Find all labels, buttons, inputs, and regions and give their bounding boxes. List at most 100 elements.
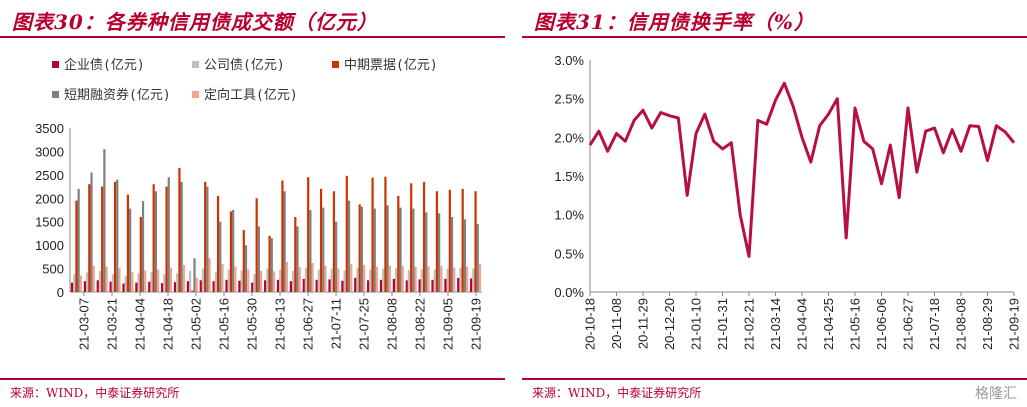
- bar-3-32: [474, 191, 477, 292]
- bar-3-28: [422, 181, 426, 292]
- bar-3-11: [204, 181, 207, 292]
- x-tick-label: 20-12-20: [662, 298, 677, 350]
- bar-1-21: [328, 279, 331, 292]
- x-tick-label: 21-07-25: [357, 298, 372, 350]
- bar-1-5: [122, 283, 125, 292]
- bar-2-26: [394, 268, 398, 292]
- bar-2-1: [73, 274, 76, 292]
- x-tick-label: 21-01-10: [689, 298, 704, 350]
- watermark-logo: 格隆汇: [975, 385, 1017, 401]
- bar-5-15: [260, 270, 263, 292]
- x-tick-label: 21-04-04: [133, 298, 148, 350]
- bar-2-19: [304, 267, 308, 292]
- bar-4-12: [219, 221, 222, 292]
- legend-swatch-2: [192, 61, 199, 68]
- x-tick-label: 21-05-02: [189, 298, 204, 350]
- bar-2-5: [124, 275, 127, 292]
- bar-3-1: [75, 200, 78, 292]
- bar-3-3: [101, 186, 104, 292]
- bar-5-21: [337, 268, 340, 292]
- bar-3-17: [281, 180, 284, 292]
- x-tick-label: 21-05-16: [848, 298, 863, 350]
- bar-3-20: [319, 188, 323, 292]
- x-tick-label: 21-08-29: [980, 298, 995, 350]
- bar-1-17: [276, 279, 280, 292]
- legend-label-3: 中期票据(亿元): [344, 58, 438, 73]
- bar-3-19: [307, 177, 310, 292]
- bar-2-16: [266, 268, 269, 292]
- bar-3-29: [435, 191, 439, 292]
- y-tick-label: 3.0%: [554, 53, 584, 68]
- y-tick-label: 0: [57, 285, 64, 300]
- bar-4-19: [309, 210, 312, 292]
- bar-1-12: [212, 281, 215, 292]
- bar-4-4: [116, 179, 119, 292]
- bar-1-28: [418, 279, 421, 292]
- bar-5-10: [195, 277, 198, 292]
- bar-2-23: [356, 267, 359, 292]
- x-tick-label: 21-06-06: [874, 298, 889, 350]
- bar-1-4: [109, 281, 112, 292]
- bar-1-26: [392, 278, 395, 292]
- bar-2-27: [407, 269, 411, 292]
- bar-2-2: [85, 272, 89, 292]
- bar-4-11: [206, 186, 209, 292]
- bar-3-9: [178, 167, 181, 292]
- bar-2-3: [98, 270, 102, 292]
- bar-1-18: [289, 281, 292, 292]
- bar-2-30: [446, 268, 449, 292]
- x-tick-label: 21-09-05: [441, 298, 456, 350]
- bar-4-13: [232, 210, 235, 292]
- x-tick-label: 21-06-27: [901, 298, 916, 350]
- bar-4-27: [412, 208, 415, 292]
- bar-5-24: [375, 266, 379, 292]
- bar-3-7: [152, 184, 155, 292]
- left-chart-panel: 图表30：各券种信用债成交额（亿元） 企业债(亿元) 公司债(亿元) 中期票据(亿元…: [0, 0, 505, 407]
- bar-2-4: [111, 274, 114, 292]
- bar-1-22: [341, 280, 344, 292]
- bar-1-30: [444, 278, 447, 292]
- bar-3-27: [410, 183, 413, 292]
- bar-1-13: [225, 279, 228, 292]
- bar-4-32: [476, 224, 479, 292]
- bar-3-26: [397, 195, 400, 292]
- bar-2-10: [188, 270, 192, 292]
- bar-2-7: [150, 272, 153, 292]
- x-tick-label: 20-10-18: [583, 298, 598, 350]
- bar-4-9: [180, 181, 183, 292]
- bar-3-14: [242, 230, 245, 292]
- bar-2-6: [137, 273, 140, 292]
- bar-5-28: [427, 266, 430, 292]
- bar-3-10: [191, 290, 194, 292]
- bar-1-15: [251, 282, 254, 292]
- right-chart-panel: 图表31：信用债换手率（%） 0.0% 0.5% 1.0% 1.5% 2.0% 2.5% 3…: [522, 0, 1027, 407]
- bar-3-2: [88, 184, 91, 292]
- left-chart-title: 图表30：各券种信用债成交额（亿元）: [12, 10, 378, 34]
- bar-3-6: [139, 217, 142, 292]
- bar-5-14: [247, 269, 250, 292]
- x-tick-label: 21-05-16: [217, 298, 232, 350]
- bar-1-19: [302, 278, 305, 292]
- bar-4-16: [270, 238, 273, 292]
- bar-2-32: [472, 268, 475, 292]
- bar-4-28: [425, 212, 428, 292]
- x-tick-label: 21-03-07: [77, 298, 92, 350]
- bar-2-29: [433, 269, 436, 292]
- legend-swatch-1: [52, 61, 59, 68]
- bar-4-25: [386, 205, 389, 292]
- bar-2-15: [253, 274, 256, 292]
- right-chart-title: 图表31：信用债换手率（%）: [534, 10, 815, 34]
- bar-4-22: [347, 200, 351, 292]
- bar-5-22: [350, 263, 353, 292]
- x-tick-label: 21-04-18: [161, 298, 176, 350]
- y-tick-label: 0.5%: [554, 246, 584, 261]
- bar-4-1: [77, 188, 80, 292]
- turnover-rate-line: [588, 81, 1016, 258]
- bar-2-31: [459, 267, 462, 292]
- left-source-rule: [0, 378, 505, 380]
- bar-5-6: [144, 270, 147, 292]
- bar-1-11: [199, 280, 202, 292]
- left-source-note: 来源：WIND，中泰证券研究所: [10, 386, 180, 400]
- y-tick-label: 3500: [35, 121, 64, 136]
- right-title-rule: [522, 36, 1027, 38]
